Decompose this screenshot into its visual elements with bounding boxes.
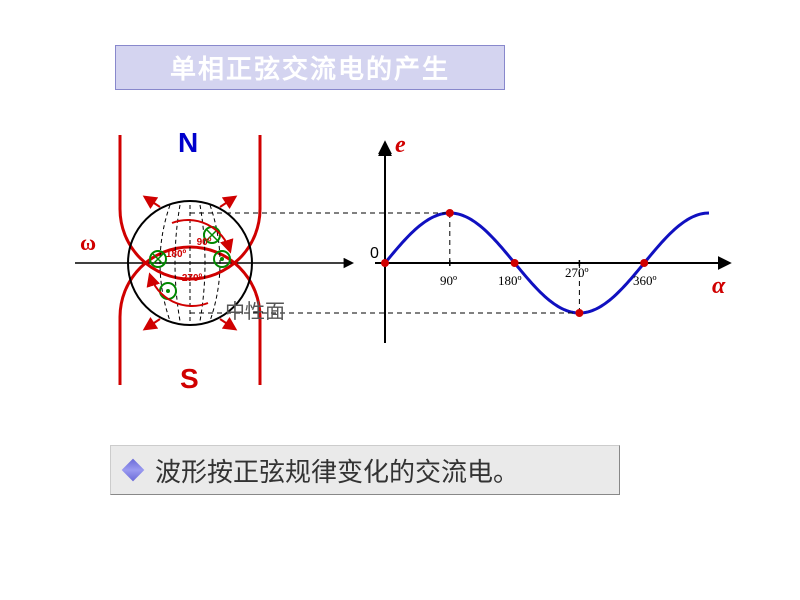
x-axis-label: α <box>712 273 725 300</box>
xtick-360: 360º <box>633 273 657 289</box>
xtick-90: 90º <box>440 273 457 289</box>
y-axis-label: e <box>395 132 406 159</box>
neutral-plane-label: 中性面 <box>225 295 285 324</box>
title-box: 单相正弦交流电的产生 <box>115 45 505 90</box>
omega-label: ω <box>80 230 96 256</box>
footer-box: 波形按正弦规律变化的交流电。 <box>110 445 620 495</box>
bullet-icon <box>122 459 145 482</box>
diagram-area: 90º180º270º N S ω 中性面 e α 0 90º 180º 270… <box>75 135 735 385</box>
xtick-270: 270º <box>565 265 589 281</box>
svg-text:270º: 270º <box>182 273 203 284</box>
zero-label: 0 <box>370 245 379 263</box>
svg-text:90º: 90º <box>197 237 212 248</box>
pole-n-label: N <box>178 127 198 159</box>
xtick-180: 180º <box>498 273 522 289</box>
footer-text: 波形按正弦规律变化的交流电。 <box>155 452 519 489</box>
svg-text:180º: 180º <box>166 249 187 260</box>
page-title: 单相正弦交流电的产生 <box>170 49 450 86</box>
diagram-svg: 90º 180º 270º <box>75 135 735 385</box>
pole-s-label: S <box>180 363 199 395</box>
